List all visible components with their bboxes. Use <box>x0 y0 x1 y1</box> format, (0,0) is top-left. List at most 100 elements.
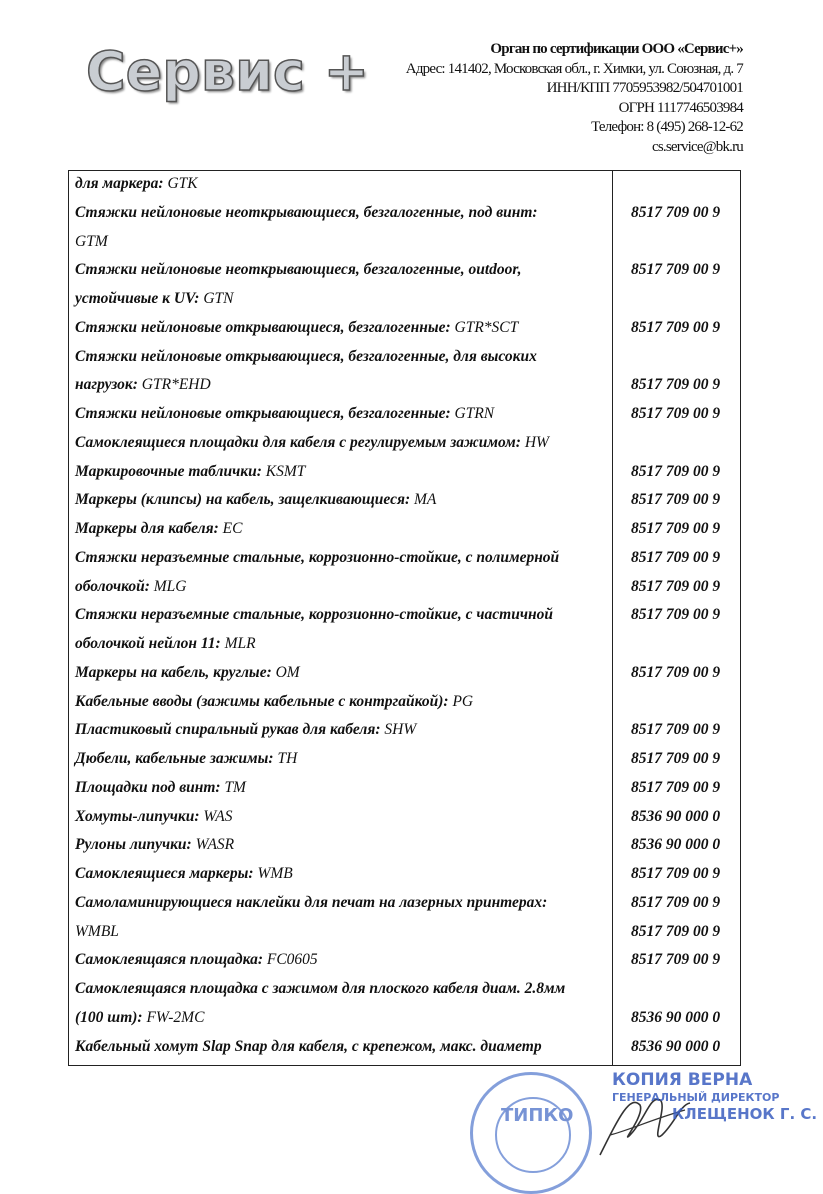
seal-brand: ТИПКО <box>501 1105 574 1126</box>
org-title: Орган по сертификации ООО «Сервис+» <box>490 41 743 57</box>
item-description: Стяжки неразъемные стальные, коррозионно… <box>75 606 553 624</box>
column-divider <box>612 171 613 1065</box>
table-row: оболочкой нейлон 11: MLR <box>69 635 742 663</box>
item-tnved-code: 8517 709 00 9 <box>631 778 721 796</box>
item-model: TH <box>277 750 298 767</box>
item-description: Стяжки нейлоновые неоткрывающиеся, безга… <box>75 204 538 222</box>
item-description: Маркеры для кабеля: EC <box>75 520 242 538</box>
table-row: Дюбели, кабельные зажимы: TH 8517 709 00 … <box>69 750 742 778</box>
certified-copy-stamp: КОПИЯ ВЕРНА ГЕНЕРАЛЬНЫЙ ДИРЕКТОР КЛЕЩЕНО… <box>612 1072 817 1123</box>
item-text: Самоламинирующиеся наклейки для печат на… <box>75 893 548 911</box>
item-description: Стяжки нейлоновые открывающиеся, безгало… <box>75 405 494 423</box>
table-row: Стяжки нейлоновые открывающиеся, безгало… <box>69 319 742 347</box>
item-description: Дюбели, кабельные зажимы: TH <box>75 750 297 768</box>
item-text: Самоклеящиеся площадки для кабеля с регу… <box>75 433 525 451</box>
item-text: Стяжки нейлоновые открывающиеся, безгало… <box>75 405 455 422</box>
item-tnved-code: 8517 709 00 9 <box>631 893 721 911</box>
item-text: оболочкой нейлон 11: <box>75 635 225 652</box>
item-model: HW <box>524 433 549 451</box>
table-row: Стяжки нейлоновые открывающиеся, безгало… <box>69 405 742 433</box>
item-tnved-code: 8536 90 000 0 <box>631 836 721 854</box>
item-description: Хомуты-липучки: WAS <box>75 808 232 826</box>
item-description: Рулоны липучки: WASR <box>75 836 234 854</box>
item-tnved-code: 8517 709 00 9 <box>631 491 721 509</box>
item-tnved-code: 8517 709 00 9 <box>631 577 721 595</box>
item-description: Самоламинирующиеся наклейки для печат на… <box>75 894 547 912</box>
product-table: для маркера: GTK Стяжки нейлоновые неоткр… <box>68 170 741 1066</box>
item-text: Стяжки нейлоновые открывающиеся, безгало… <box>75 347 537 365</box>
table-row: Маркировочные таблички: KSMT 8517 709 00 … <box>69 463 742 491</box>
item-model: EC <box>222 520 243 537</box>
item-model: WASR <box>195 836 235 854</box>
item-text: для маркера: <box>75 175 168 192</box>
table-row: Кабельные вводы (зажимы кабельные с конт… <box>69 693 742 721</box>
item-text: Площадки под винт: <box>75 778 225 796</box>
table-row: Кабельный хомут Slap Snap для кабеля, с … <box>69 1038 742 1066</box>
item-text: Маркеры на кабель, круглые: <box>75 663 276 681</box>
item-description: (100 шт): FW-2MC <box>75 1009 204 1027</box>
item-text: Самоклеящиеся маркеры: <box>75 865 258 882</box>
item-model: PG <box>452 692 474 710</box>
item-tnved-code: 8517 709 00 9 <box>631 520 721 537</box>
table-row: Самоклеящаяся площадка: FC0605 8517 709 0… <box>69 951 742 979</box>
item-tnved-code: 8517 709 00 9 <box>631 261 721 279</box>
org-email: cs.service@bk.ru <box>652 138 744 155</box>
item-text: Маркировочные таблички: <box>75 462 266 480</box>
table-row: Самоклеящиеся маркеры: WMB 8517 709 00 9 <box>69 865 742 893</box>
item-description: Стяжки нейлоновые неоткрывающиеся, безга… <box>75 261 521 279</box>
item-text: оболочкой: <box>75 577 154 595</box>
item-model: WMBL <box>75 922 119 940</box>
item-description: Самоклеящаяся площадка с зажимом для пло… <box>75 980 565 998</box>
item-text: (100 шт): <box>75 1008 147 1026</box>
item-text: Самоклеящаяся площадка с зажимом для пло… <box>75 980 566 997</box>
item-text: Стяжки нейлоновые неоткрывающиеся, безга… <box>75 261 522 279</box>
item-tnved-code: 8517 709 00 9 <box>631 721 721 739</box>
item-description: нагрузок: GTR*EHD <box>75 376 211 394</box>
org-details: Орган по сертификации ООО «Сервис+» Адре… <box>406 40 744 157</box>
item-description: Самоклеящиеся маркеры: WMB <box>75 865 293 883</box>
item-tnved-code: 8517 709 00 9 <box>631 462 721 480</box>
item-text: Маркеры (клипсы) на кабель, защелкивающи… <box>75 491 415 509</box>
signature <box>599 1098 691 1156</box>
item-description: Маркеры (клипсы) на кабель, защелкивающи… <box>75 491 436 509</box>
item-model: SHW <box>384 721 417 739</box>
item-description: Маркировочные таблички: KSMT <box>75 463 305 481</box>
table-row: Стяжки нейлоновые неоткрывающиеся, безга… <box>69 261 742 289</box>
item-model: KSMT <box>265 462 306 480</box>
item-description: Маркеры на кабель, круглые: OM <box>75 664 300 682</box>
table-row: WMBL 8517 709 00 9 <box>69 923 742 951</box>
table-row: Площадки под винт: TM 8517 709 00 9 <box>69 779 742 807</box>
item-tnved-code: 8517 709 00 9 <box>631 405 721 422</box>
item-tnved-code: 8517 709 00 9 <box>631 203 721 221</box>
item-text: Маркеры для кабеля: <box>75 520 223 537</box>
item-model: MLR <box>224 635 256 652</box>
item-text: Стяжки нейлоновые открывающиеся, безгало… <box>75 318 455 336</box>
item-tnved-code: 8517 709 00 9 <box>631 318 721 336</box>
table-row: устойчивые к UV: GTN <box>69 290 742 318</box>
item-model: MA <box>414 491 437 509</box>
table-row: Стяжки нейлоновые открывающиеся, безгало… <box>69 348 742 376</box>
item-model: FW-2MC <box>146 1008 205 1026</box>
item-description: Самоклеящиеся площадки для кабеля с регу… <box>75 434 549 452</box>
item-model: OM <box>275 663 300 681</box>
item-tnved-code: 8536 90 000 0 <box>631 1008 721 1026</box>
company-seal: ТИПКО <box>470 1072 592 1194</box>
item-tnved-code: 8536 90 000 0 <box>631 807 721 825</box>
table-row: Самоклеящиеся площадки для кабеля с регу… <box>69 434 742 462</box>
item-description: Площадки под винт: TM <box>75 779 246 797</box>
item-text: Дюбели, кабельные зажимы: <box>75 750 278 767</box>
item-model: GTN <box>203 290 234 307</box>
item-text: Кабельный хомут Slap Snap для кабеля, с … <box>75 1037 542 1055</box>
item-text: Стяжки неразъемные стальные, коррозионно… <box>75 548 560 566</box>
item-tnved-code: 8536 90 000 0 <box>631 1037 721 1055</box>
table-row: Маркеры для кабеля: EC 8517 709 00 9 <box>69 520 742 548</box>
table-row: для маркера: GTK <box>69 175 742 203</box>
copy-line-3: КЛЕЩЕНОК Г. С. <box>672 1105 818 1123</box>
item-model: WMB <box>257 865 293 882</box>
table-row: Пластиковый спиральный рукав для кабеля:… <box>69 721 742 749</box>
item-tnved-code: 8517 709 00 9 <box>631 376 721 394</box>
item-description: Пластиковый спиральный рукав для кабеля:… <box>75 721 416 739</box>
table-row: оболочкой: MLG 8517 709 00 9 <box>69 578 742 606</box>
table-row: Стяжки неразъемные стальные, коррозионно… <box>69 606 742 634</box>
item-text: Кабельные вводы (зажимы кабельные с конт… <box>75 692 453 710</box>
